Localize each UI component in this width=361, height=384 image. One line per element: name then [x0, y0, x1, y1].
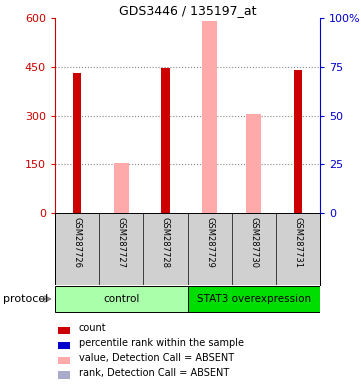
Bar — [187, 286, 320, 311]
Text: control: control — [103, 294, 139, 304]
Title: GDS3446 / 135197_at: GDS3446 / 135197_at — [119, 4, 256, 17]
Text: GSM287731: GSM287731 — [293, 217, 303, 268]
Bar — [58, 371, 70, 379]
Bar — [58, 327, 70, 334]
Bar — [113, 163, 129, 213]
Bar — [58, 342, 70, 349]
Text: GSM287730: GSM287730 — [249, 217, 258, 268]
Bar — [161, 68, 170, 213]
Text: rank, Detection Call = ABSENT: rank, Detection Call = ABSENT — [79, 368, 229, 378]
Bar — [58, 357, 70, 364]
Bar — [246, 114, 261, 213]
Text: GSM287728: GSM287728 — [161, 217, 170, 268]
Text: value, Detection Call = ABSENT: value, Detection Call = ABSENT — [79, 353, 234, 363]
Bar — [55, 286, 187, 311]
Text: protocol: protocol — [3, 294, 48, 304]
Text: STAT3 overexpression: STAT3 overexpression — [197, 294, 311, 304]
Bar — [202, 21, 217, 213]
Bar — [293, 70, 302, 213]
Bar — [73, 73, 82, 213]
Text: GSM287729: GSM287729 — [205, 217, 214, 268]
Text: percentile rank within the sample: percentile rank within the sample — [79, 338, 244, 348]
Text: count: count — [79, 323, 106, 333]
Text: GSM287727: GSM287727 — [117, 217, 126, 268]
Text: GSM287726: GSM287726 — [73, 217, 82, 268]
